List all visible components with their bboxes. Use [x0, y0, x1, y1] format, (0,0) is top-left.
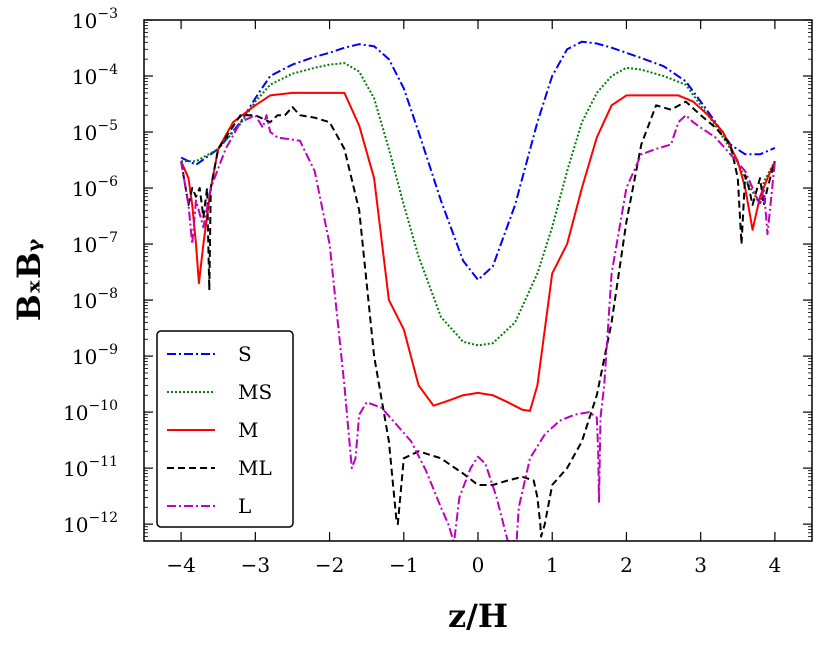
- x-tick-label: 0: [472, 553, 485, 577]
- series-line-ml: [180, 100, 776, 538]
- y-tick-label: 10−8: [72, 286, 118, 313]
- series-line-l: [180, 114, 776, 541]
- legend-label-ms: MS: [238, 380, 272, 404]
- y-tick-label: 10−3: [72, 6, 118, 33]
- legend-label-l: L: [238, 494, 251, 518]
- x-tick-label: 2: [620, 553, 633, 577]
- x-tick-label: 1: [546, 553, 559, 577]
- y-tick-label: 10−4: [72, 62, 118, 89]
- y-tick-label: 10−9: [72, 342, 118, 369]
- tick-layer: −4 −3 −2 −1 0 1 2 3 4 10−12 10−11 10−10 10−9 10−8 10−7…: [63, 6, 812, 577]
- legend: S MS M ML L: [156, 330, 294, 528]
- legend-label-m: M: [238, 418, 258, 442]
- series-layer: [180, 40, 776, 541]
- plot-frame: [143, 19, 813, 542]
- y-tick-label: 10−10: [63, 398, 118, 425]
- x-tick-label: −3: [241, 553, 270, 577]
- series-line-ms: [181, 62, 776, 347]
- legend-label-ml: ML: [238, 456, 272, 480]
- x-tick-label: −1: [389, 553, 418, 577]
- y-axis-title: BₓBᵧ: [10, 238, 48, 321]
- series-line-m: [180, 91, 776, 412]
- x-tick-label: −2: [315, 553, 344, 577]
- series-line-s: [180, 40, 776, 281]
- x-tick-label: 4: [769, 553, 782, 577]
- y-tick-label: 10−6: [72, 174, 118, 201]
- x-tick-label: 3: [694, 553, 707, 577]
- y-tick-label: 10−7: [72, 230, 118, 257]
- x-tick-label: −4: [166, 553, 195, 577]
- y-tick-label: 10−5: [72, 118, 118, 145]
- legend-label-s: S: [238, 342, 252, 366]
- y-tick-label: 10−11: [63, 454, 118, 481]
- x-axis-title: z/H: [448, 597, 508, 635]
- y-tick-label: 10−12: [63, 510, 118, 537]
- legend-box: [156, 330, 294, 528]
